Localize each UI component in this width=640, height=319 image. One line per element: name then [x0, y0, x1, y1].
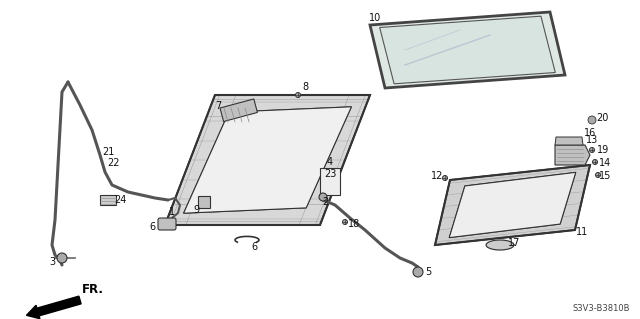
Polygon shape	[555, 145, 590, 165]
Text: 24: 24	[114, 195, 126, 205]
Circle shape	[319, 193, 327, 201]
Text: 9: 9	[193, 205, 199, 215]
Text: 23: 23	[324, 169, 336, 179]
Circle shape	[442, 175, 447, 181]
Text: 4: 4	[327, 157, 333, 167]
Bar	[220, 99, 257, 122]
Text: 1: 1	[169, 207, 175, 217]
Bar	[100, 195, 116, 205]
Text: 18: 18	[348, 219, 360, 229]
Text: 20: 20	[596, 113, 608, 123]
FancyArrow shape	[26, 296, 81, 319]
Text: 13: 13	[586, 135, 598, 145]
Polygon shape	[555, 137, 583, 145]
Circle shape	[595, 173, 600, 177]
Text: 19: 19	[597, 145, 609, 155]
Polygon shape	[380, 16, 556, 84]
Polygon shape	[370, 12, 565, 88]
Text: 16: 16	[584, 128, 596, 138]
Polygon shape	[165, 95, 370, 225]
Polygon shape	[184, 107, 351, 213]
Text: 21: 21	[102, 147, 114, 157]
Text: 10: 10	[369, 13, 381, 23]
Circle shape	[57, 253, 67, 263]
Bar	[198, 196, 210, 208]
Text: 22: 22	[108, 158, 120, 168]
Circle shape	[342, 219, 348, 225]
Text: 6: 6	[251, 242, 257, 252]
Text: 15: 15	[599, 171, 611, 181]
Polygon shape	[320, 168, 340, 195]
Polygon shape	[449, 172, 576, 238]
Text: 6: 6	[149, 222, 155, 232]
Text: 7: 7	[215, 101, 221, 111]
FancyBboxPatch shape	[158, 218, 176, 230]
Text: S3V3-B3810B: S3V3-B3810B	[573, 304, 630, 313]
Polygon shape	[486, 240, 514, 250]
Text: 11: 11	[576, 227, 588, 237]
Circle shape	[589, 147, 595, 152]
Circle shape	[413, 267, 423, 277]
Text: 17: 17	[508, 238, 520, 248]
Text: 3: 3	[49, 257, 55, 267]
Text: FR.: FR.	[82, 283, 104, 296]
Circle shape	[296, 93, 301, 98]
Polygon shape	[184, 107, 351, 213]
Text: 2: 2	[322, 197, 328, 207]
Text: 8: 8	[302, 82, 308, 92]
Circle shape	[593, 160, 598, 165]
Text: 14: 14	[599, 158, 611, 168]
Polygon shape	[435, 165, 590, 245]
Polygon shape	[449, 172, 576, 238]
Text: 5: 5	[425, 267, 431, 277]
Circle shape	[588, 116, 596, 124]
Text: 12: 12	[431, 171, 443, 181]
